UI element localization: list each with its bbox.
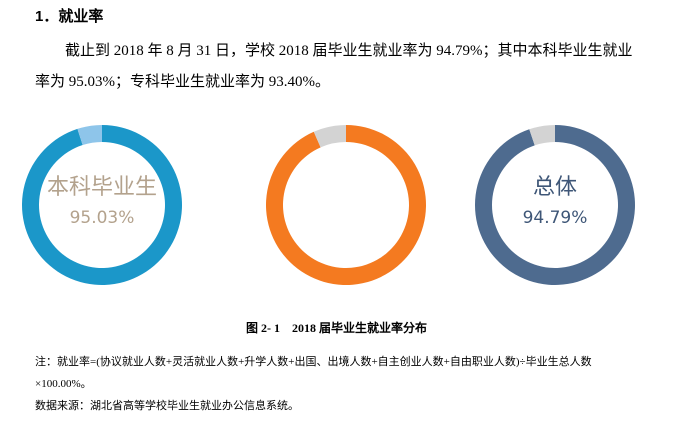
donut-slice	[313, 125, 346, 148]
paragraph: 截止到 2018 年 8 月 31 日，学校 2018 届毕业生就业率为 94.…	[35, 43, 633, 90]
value-label: 95.03%	[70, 208, 135, 228]
donut-label: 专科毕业生	[291, 175, 401, 200]
donut-charts: 本科毕业生 95.03% 专科毕业生 93.40% 总体 94.79%	[22, 125, 636, 285]
note: 数据来源：湖北省高等学校毕业生就业办公信息系统。	[35, 400, 299, 412]
donut-slice	[266, 125, 426, 285]
value-label: 93.40%	[314, 208, 379, 228]
donut-label: 本科毕业生	[47, 175, 157, 200]
donut-slice	[22, 125, 182, 285]
heading: 1．就业率	[35, 8, 104, 25]
donut-slice	[529, 125, 555, 146]
note: 注：就业率=(协议就业人数+灵活就业人数+升学人数+出国、出境人数+自主创业人数…	[35, 356, 592, 390]
notes: 注：就业率=(协议就业人数+灵活就业人数+升学人数+出国、出境人数+自主创业人数…	[35, 351, 595, 417]
donut-slice	[475, 125, 636, 285]
donut-slice	[77, 125, 102, 146]
donut-label: 总体	[533, 175, 577, 200]
caption: 图 2- 1 2018 届毕业生就业率分布	[246, 321, 427, 335]
value-label: 94.79%	[523, 208, 588, 228]
